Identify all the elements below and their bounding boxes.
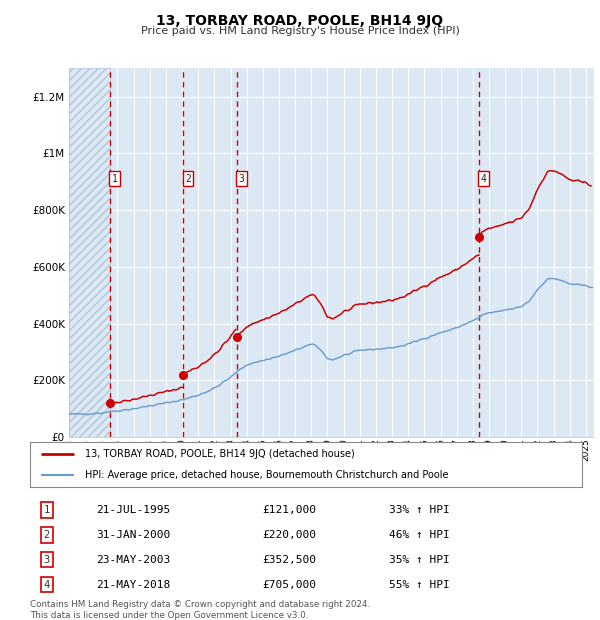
Text: 3: 3: [238, 174, 244, 184]
Text: 13, TORBAY ROAD, POOLE, BH14 9JQ: 13, TORBAY ROAD, POOLE, BH14 9JQ: [157, 14, 443, 28]
Text: 31-JAN-2000: 31-JAN-2000: [96, 529, 170, 539]
Text: 55% ↑ HPI: 55% ↑ HPI: [389, 580, 449, 590]
Text: 21-JUL-1995: 21-JUL-1995: [96, 505, 170, 515]
Text: £352,500: £352,500: [262, 554, 316, 565]
Text: 1: 1: [112, 174, 118, 184]
Text: HPI: Average price, detached house, Bournemouth Christchurch and Poole: HPI: Average price, detached house, Bour…: [85, 469, 449, 480]
Text: 46% ↑ HPI: 46% ↑ HPI: [389, 529, 449, 539]
Text: £705,000: £705,000: [262, 580, 316, 590]
Text: 23-MAY-2003: 23-MAY-2003: [96, 554, 170, 565]
Bar: [69, 68, 110, 437]
Text: Price paid vs. HM Land Registry's House Price Index (HPI): Price paid vs. HM Land Registry's House …: [140, 26, 460, 36]
Text: £121,000: £121,000: [262, 505, 316, 515]
Text: 1: 1: [43, 505, 50, 515]
Text: 2: 2: [43, 529, 50, 539]
Text: 4: 4: [43, 580, 50, 590]
Text: Contains HM Land Registry data © Crown copyright and database right 2024.
This d: Contains HM Land Registry data © Crown c…: [30, 600, 370, 619]
Text: 33% ↑ HPI: 33% ↑ HPI: [389, 505, 449, 515]
Text: 3: 3: [43, 554, 50, 565]
Text: 4: 4: [481, 174, 487, 184]
Text: £220,000: £220,000: [262, 529, 316, 539]
Text: 21-MAY-2018: 21-MAY-2018: [96, 580, 170, 590]
Text: 2: 2: [185, 174, 191, 184]
Text: 35% ↑ HPI: 35% ↑ HPI: [389, 554, 449, 565]
Text: 13, TORBAY ROAD, POOLE, BH14 9JQ (detached house): 13, TORBAY ROAD, POOLE, BH14 9JQ (detach…: [85, 449, 355, 459]
